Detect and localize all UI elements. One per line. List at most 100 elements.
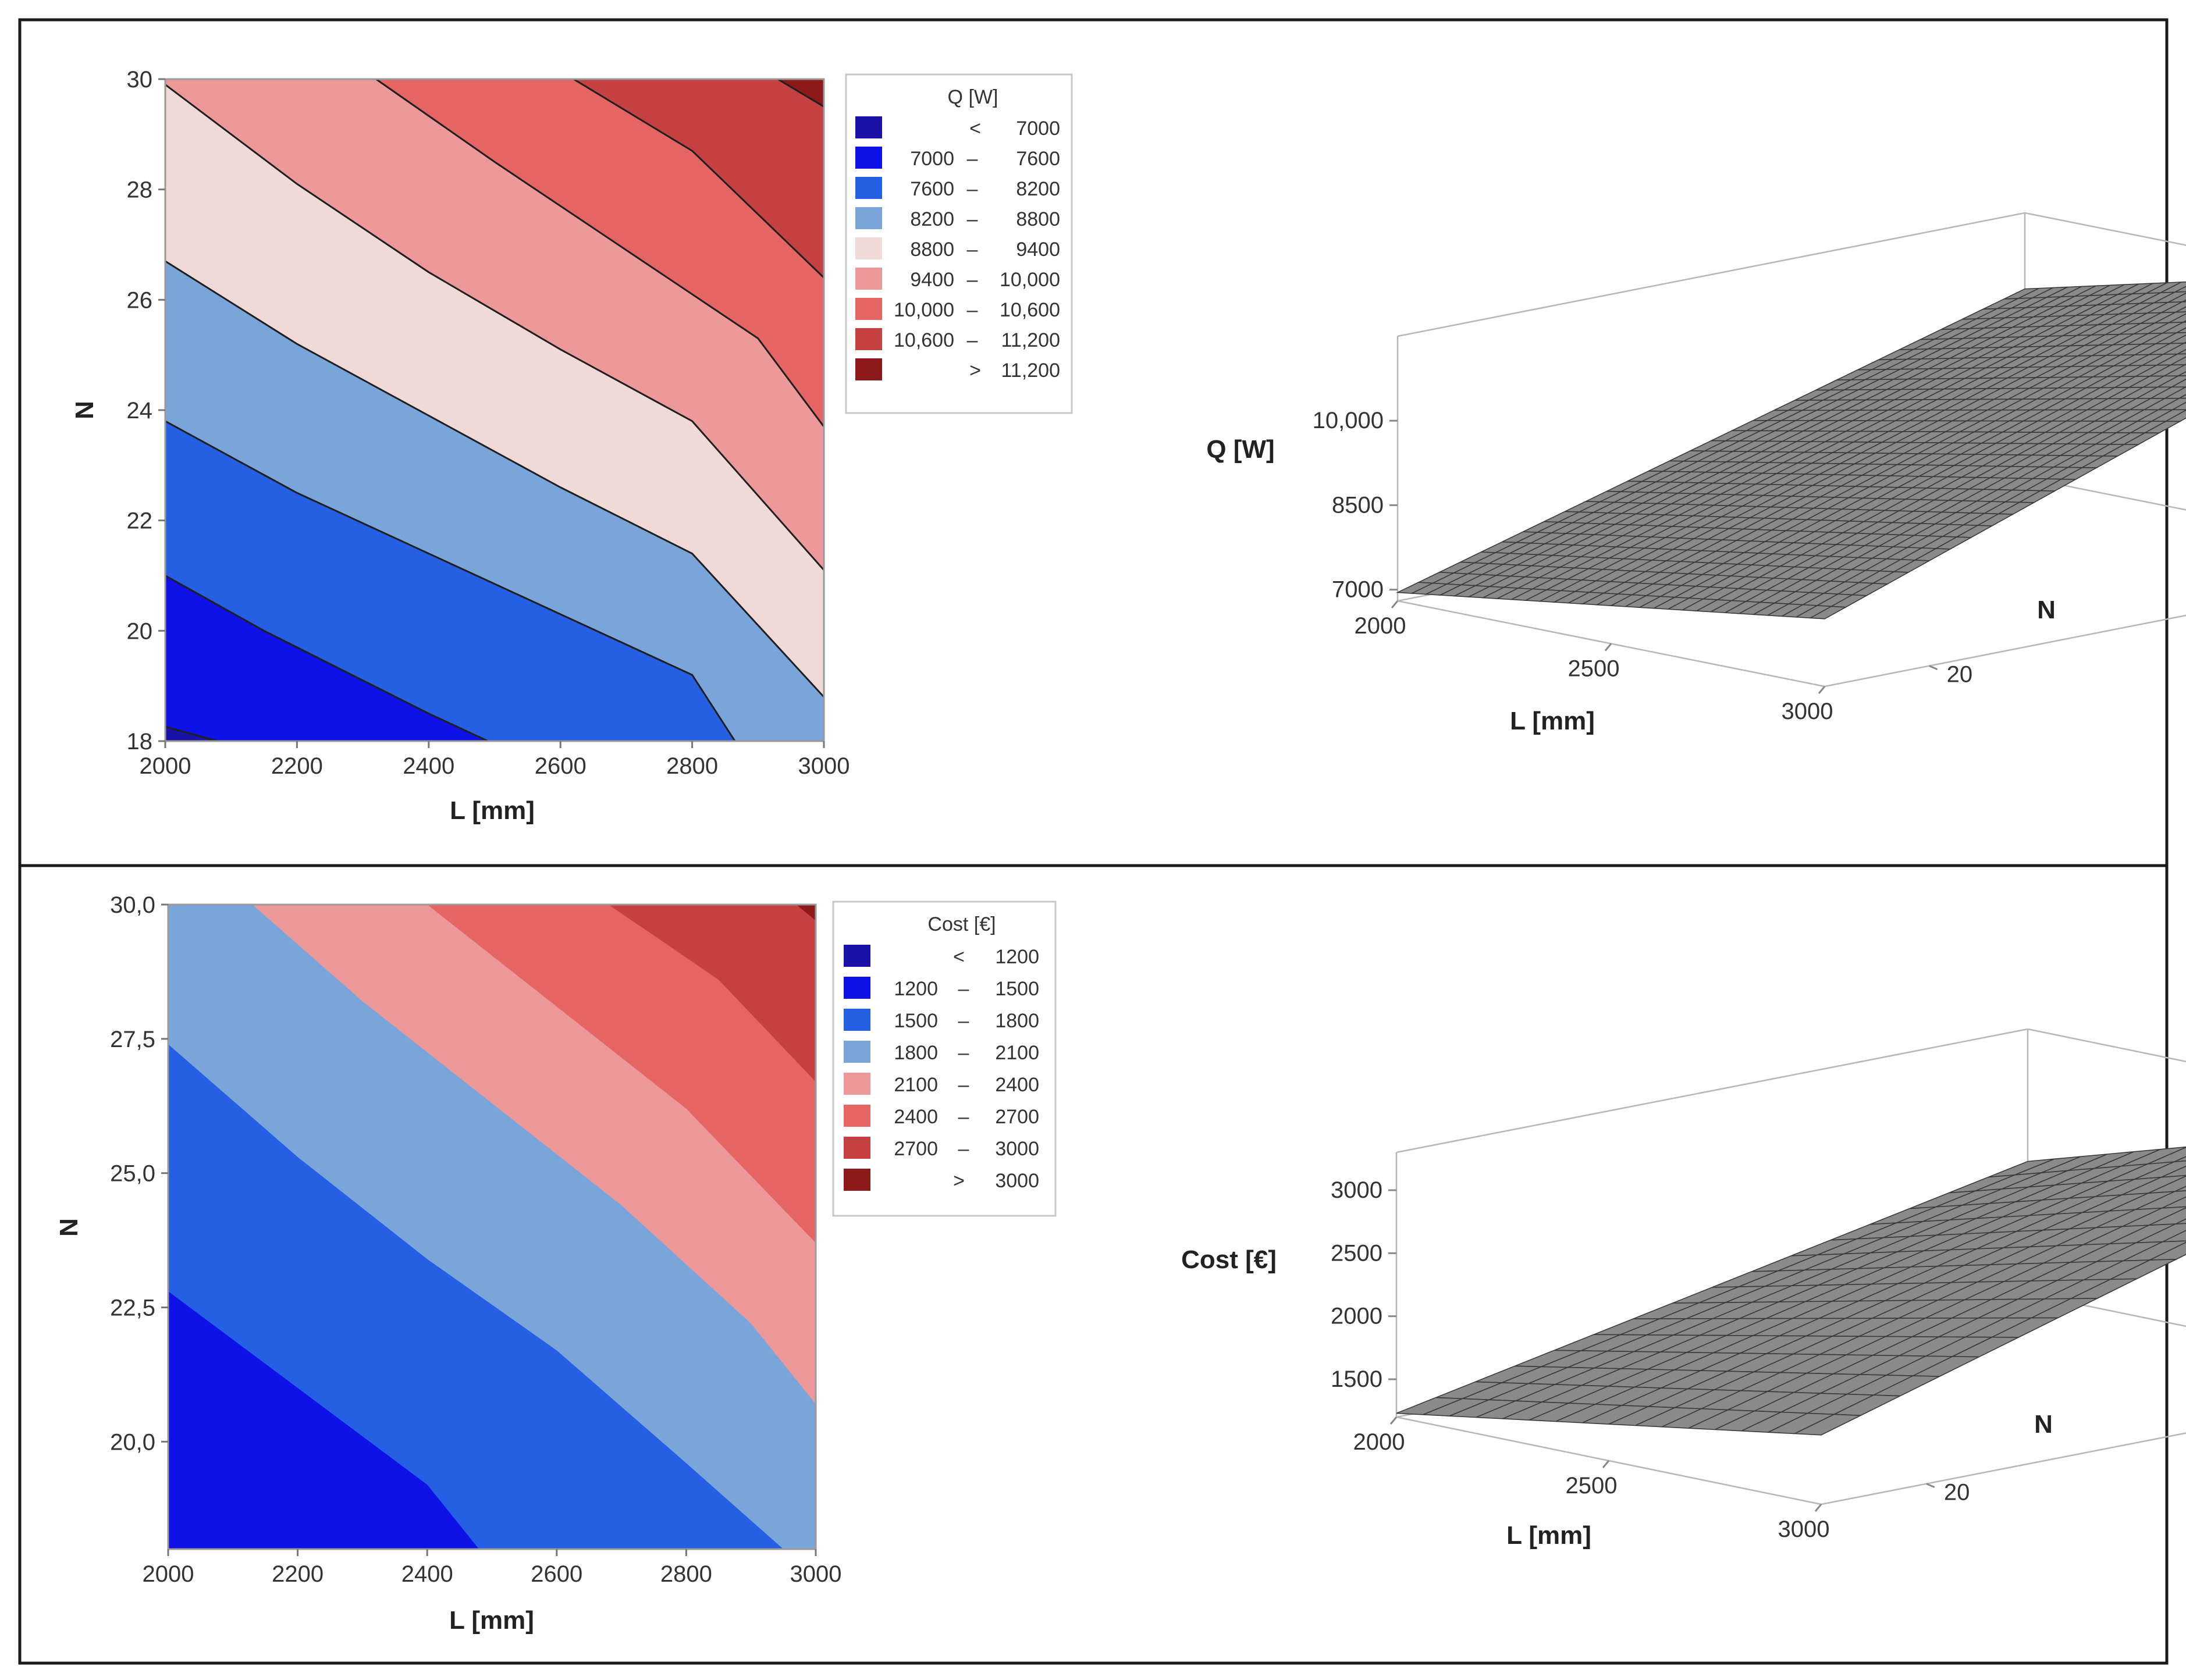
cc-x-tick-2200: 2200 — [272, 1561, 324, 1587]
cc-legend-swatch-0 — [844, 945, 870, 967]
cs-z-tick-1500: 1500 — [1331, 1366, 1382, 1392]
qc-legend-op-8: > — [969, 360, 981, 382]
q-contour-legend: Q [W] <70007000–76007600–82008200–880088… — [845, 73, 1073, 414]
qc-legend-dash-6: – — [967, 299, 978, 321]
cc-legend-dash-1: – — [958, 978, 969, 1000]
cs-x-tick-2500: 2500 — [1566, 1473, 1618, 1499]
qc-legend-high-7: 11,200 — [1001, 329, 1060, 351]
cc-legend-high-1: 1500 — [995, 978, 1039, 1000]
cc-legend-low-3: 1800 — [894, 1042, 938, 1064]
cc-legend-high-6: 3000 — [995, 1138, 1039, 1160]
qc-legend-dash-2: – — [967, 178, 978, 200]
cc-x-tick-2400: 2400 — [401, 1561, 453, 1587]
cs-surface-cell-10-13 — [2174, 1186, 2186, 1193]
q-contour-legend-title: Q [W] — [948, 86, 998, 108]
qc-legend-low-4: 8800 — [910, 239, 954, 261]
qc-y-tick-30: 30 — [127, 67, 153, 92]
qs-y-tick-mark-20 — [1929, 665, 1938, 671]
cc-legend-high-5: 2700 — [995, 1106, 1039, 1128]
qc-x-tick-2600: 2600 — [535, 753, 587, 779]
cs-x-tick-2000: 2000 — [1353, 1429, 1405, 1455]
qc-x-tick-2200: 2200 — [271, 753, 323, 779]
cc-band-below-1500 — [168, 1291, 479, 1549]
cc-legend-high-2: 1800 — [995, 1010, 1039, 1032]
qs-z-tick-10000: 10,000 — [1313, 408, 1384, 433]
cs-y-tick-mark-20 — [1926, 1483, 1935, 1489]
qs-z-tick-7000: 7000 — [1332, 577, 1384, 603]
cc-x-tick-2600: 2600 — [531, 1561, 582, 1587]
qs-z-tick-8500: 8500 — [1332, 492, 1384, 518]
cc-legend-high-3: 2100 — [995, 1042, 1039, 1064]
qs-box-edge-top-back — [2024, 212, 2186, 246]
qc-legend-dash-3: – — [967, 208, 978, 230]
qc-y-tick-20: 20 — [127, 618, 153, 644]
qc-legend-low-5: 9400 — [910, 269, 954, 291]
qc-isoline-8200 — [165, 420, 736, 742]
qs-box-edge-floor-back — [2024, 476, 2186, 511]
cc-y-tick-250: 25,0 — [110, 1161, 155, 1187]
qc-y-tick-28: 28 — [127, 177, 153, 203]
cost-contour-legend-title: Cost [€] — [927, 913, 996, 935]
cc-legend-op-0: < — [953, 946, 965, 968]
qc-y-tick-18: 18 — [127, 729, 153, 754]
cost-contour-x-axis-label: L [mm] — [449, 1606, 534, 1635]
cc-legend-op-7: > — [953, 1170, 965, 1192]
cs-x-tick-mark-2000 — [1389, 1416, 1398, 1425]
cc-y-tick-300: 30,0 — [110, 892, 155, 918]
qs-x-tick-mark-2000 — [1391, 600, 1399, 608]
cost-contour-legend: Cost [€] <12001200–15001500–18001800–210… — [832, 900, 1057, 1217]
cs-surface-cell-7-15 — [2174, 1156, 2186, 1163]
qs-surface-cell-29-0 — [1808, 606, 1847, 620]
qc-legend-dash-4: – — [967, 239, 978, 261]
qc-legend-swatch-6 — [855, 298, 882, 320]
qc-legend-dash-1: – — [967, 148, 978, 170]
qc-legend-low-6: 10,000 — [894, 299, 954, 321]
cc-legend-high-0: 1200 — [995, 946, 1039, 968]
cc-legend-dash-5: – — [958, 1106, 969, 1128]
qc-legend-swatch-2 — [855, 177, 882, 199]
qs-surface-cell-24-21 — [2178, 371, 2186, 376]
cost-surface-z-axis-label: Cost [€] — [1181, 1245, 1277, 1274]
qc-legend-swatch-1 — [855, 147, 882, 169]
cc-legend-swatch-6 — [844, 1137, 870, 1159]
qc-legend-swatch-3 — [855, 207, 882, 229]
q-surface-x-axis-label: L [mm] — [1510, 707, 1595, 735]
qc-x-tick-2800: 2800 — [666, 753, 718, 779]
qs-surface-cell-18-25 — [2176, 327, 2186, 333]
qs-surface-cell-21-23 — [2177, 348, 2186, 355]
cc-legend-swatch-3 — [844, 1041, 870, 1063]
q-contour-y-axis-label: N — [70, 401, 99, 419]
qc-isoline-11200 — [777, 78, 824, 108]
cc-legend-high-4: 2400 — [995, 1074, 1039, 1096]
cs-surface-cell-15-0 — [1793, 1414, 1861, 1436]
cc-legend-swatch-2 — [844, 1009, 870, 1031]
cs-box-edge-floor-back — [2027, 1293, 2186, 1327]
cc-legend-dash-2: – — [958, 1010, 969, 1032]
cc-legend-swatch-1 — [844, 977, 870, 999]
cs-box-edge-top-left — [1396, 1028, 2028, 1154]
cc-x-tick-2800: 2800 — [660, 1561, 712, 1587]
cost-contour-frame — [167, 903, 817, 1550]
qs-x-tick-2500: 2500 — [1568, 656, 1620, 682]
cs-z-tick-2500: 2500 — [1331, 1240, 1382, 1266]
cost-contour-chart: 2000 2200 2400 2600 2800 3000 20,0 22,5 25,0 27,… — [55, 892, 1057, 1635]
cs-x-tick-3000: 3000 — [1778, 1517, 1830, 1542]
qc-legend-op-0: < — [969, 118, 981, 140]
qc-legend-low-2: 7600 — [910, 178, 954, 200]
qc-isoline-10000 — [375, 78, 825, 428]
qc-y-tick-26: 26 — [127, 287, 153, 313]
cs-box-edge-top-back — [2027, 1028, 2186, 1063]
q-contour-legend-box — [845, 73, 1073, 414]
q-surface-y-axis-label: N — [2037, 596, 2056, 624]
qs-surface-cell-27-19 — [2178, 394, 2186, 399]
cc-legend-low-6: 2700 — [894, 1138, 938, 1160]
cc-y-tick-275: 27,5 — [110, 1027, 155, 1052]
cost-contour-y-axis-label: N — [55, 1218, 83, 1237]
qs-box-edge-top-left — [1397, 212, 2025, 337]
cs-x-tick-mark-2500 — [1602, 1460, 1610, 1468]
qc-legend-low-7: 10,600 — [894, 329, 954, 351]
qc-x-tick-3000: 3000 — [798, 753, 850, 779]
qs-x-tick-mark-3000 — [1818, 686, 1826, 694]
